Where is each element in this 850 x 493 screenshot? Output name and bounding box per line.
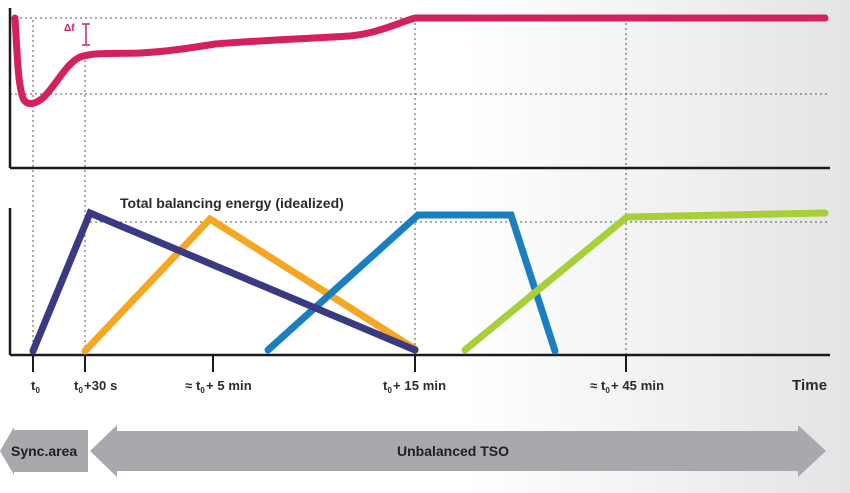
sync-area-arrow [0, 427, 88, 475]
green-reserve-line [461, 209, 829, 354]
tick-label-t0: t0 [31, 378, 40, 395]
time-ticks [32, 355, 627, 372]
energy-panel-title: Total balancing energy (idealized) [120, 195, 344, 211]
blue-reserve-line [264, 211, 559, 355]
unbalanced-tso-label: Unbalanced TSO [397, 443, 510, 459]
unbalanced-tso-arrow [90, 425, 826, 477]
tick-label-t30s: t0+30 s [74, 378, 118, 395]
delta-f-label: Δf [64, 23, 75, 34]
orange-reserve-line [81, 214, 419, 355]
tick-label-t5min: ≈ t0+ 5 min [185, 378, 252, 395]
total-balancing-energy-line [29, 208, 419, 355]
tick-label-t15min: t0+ 15 min [383, 378, 447, 395]
tick-label-t45min: ≈ t0+ 45 min [590, 378, 665, 395]
time-gridlines [32, 18, 627, 372]
time-axis-label: Time [792, 377, 828, 394]
frequency-curve [11, 14, 829, 108]
frequency-axes [8, 8, 830, 170]
delta-f-marker [82, 23, 90, 46]
energy-axes [8, 208, 830, 357]
sync-area-label: Sync.area [11, 443, 78, 459]
